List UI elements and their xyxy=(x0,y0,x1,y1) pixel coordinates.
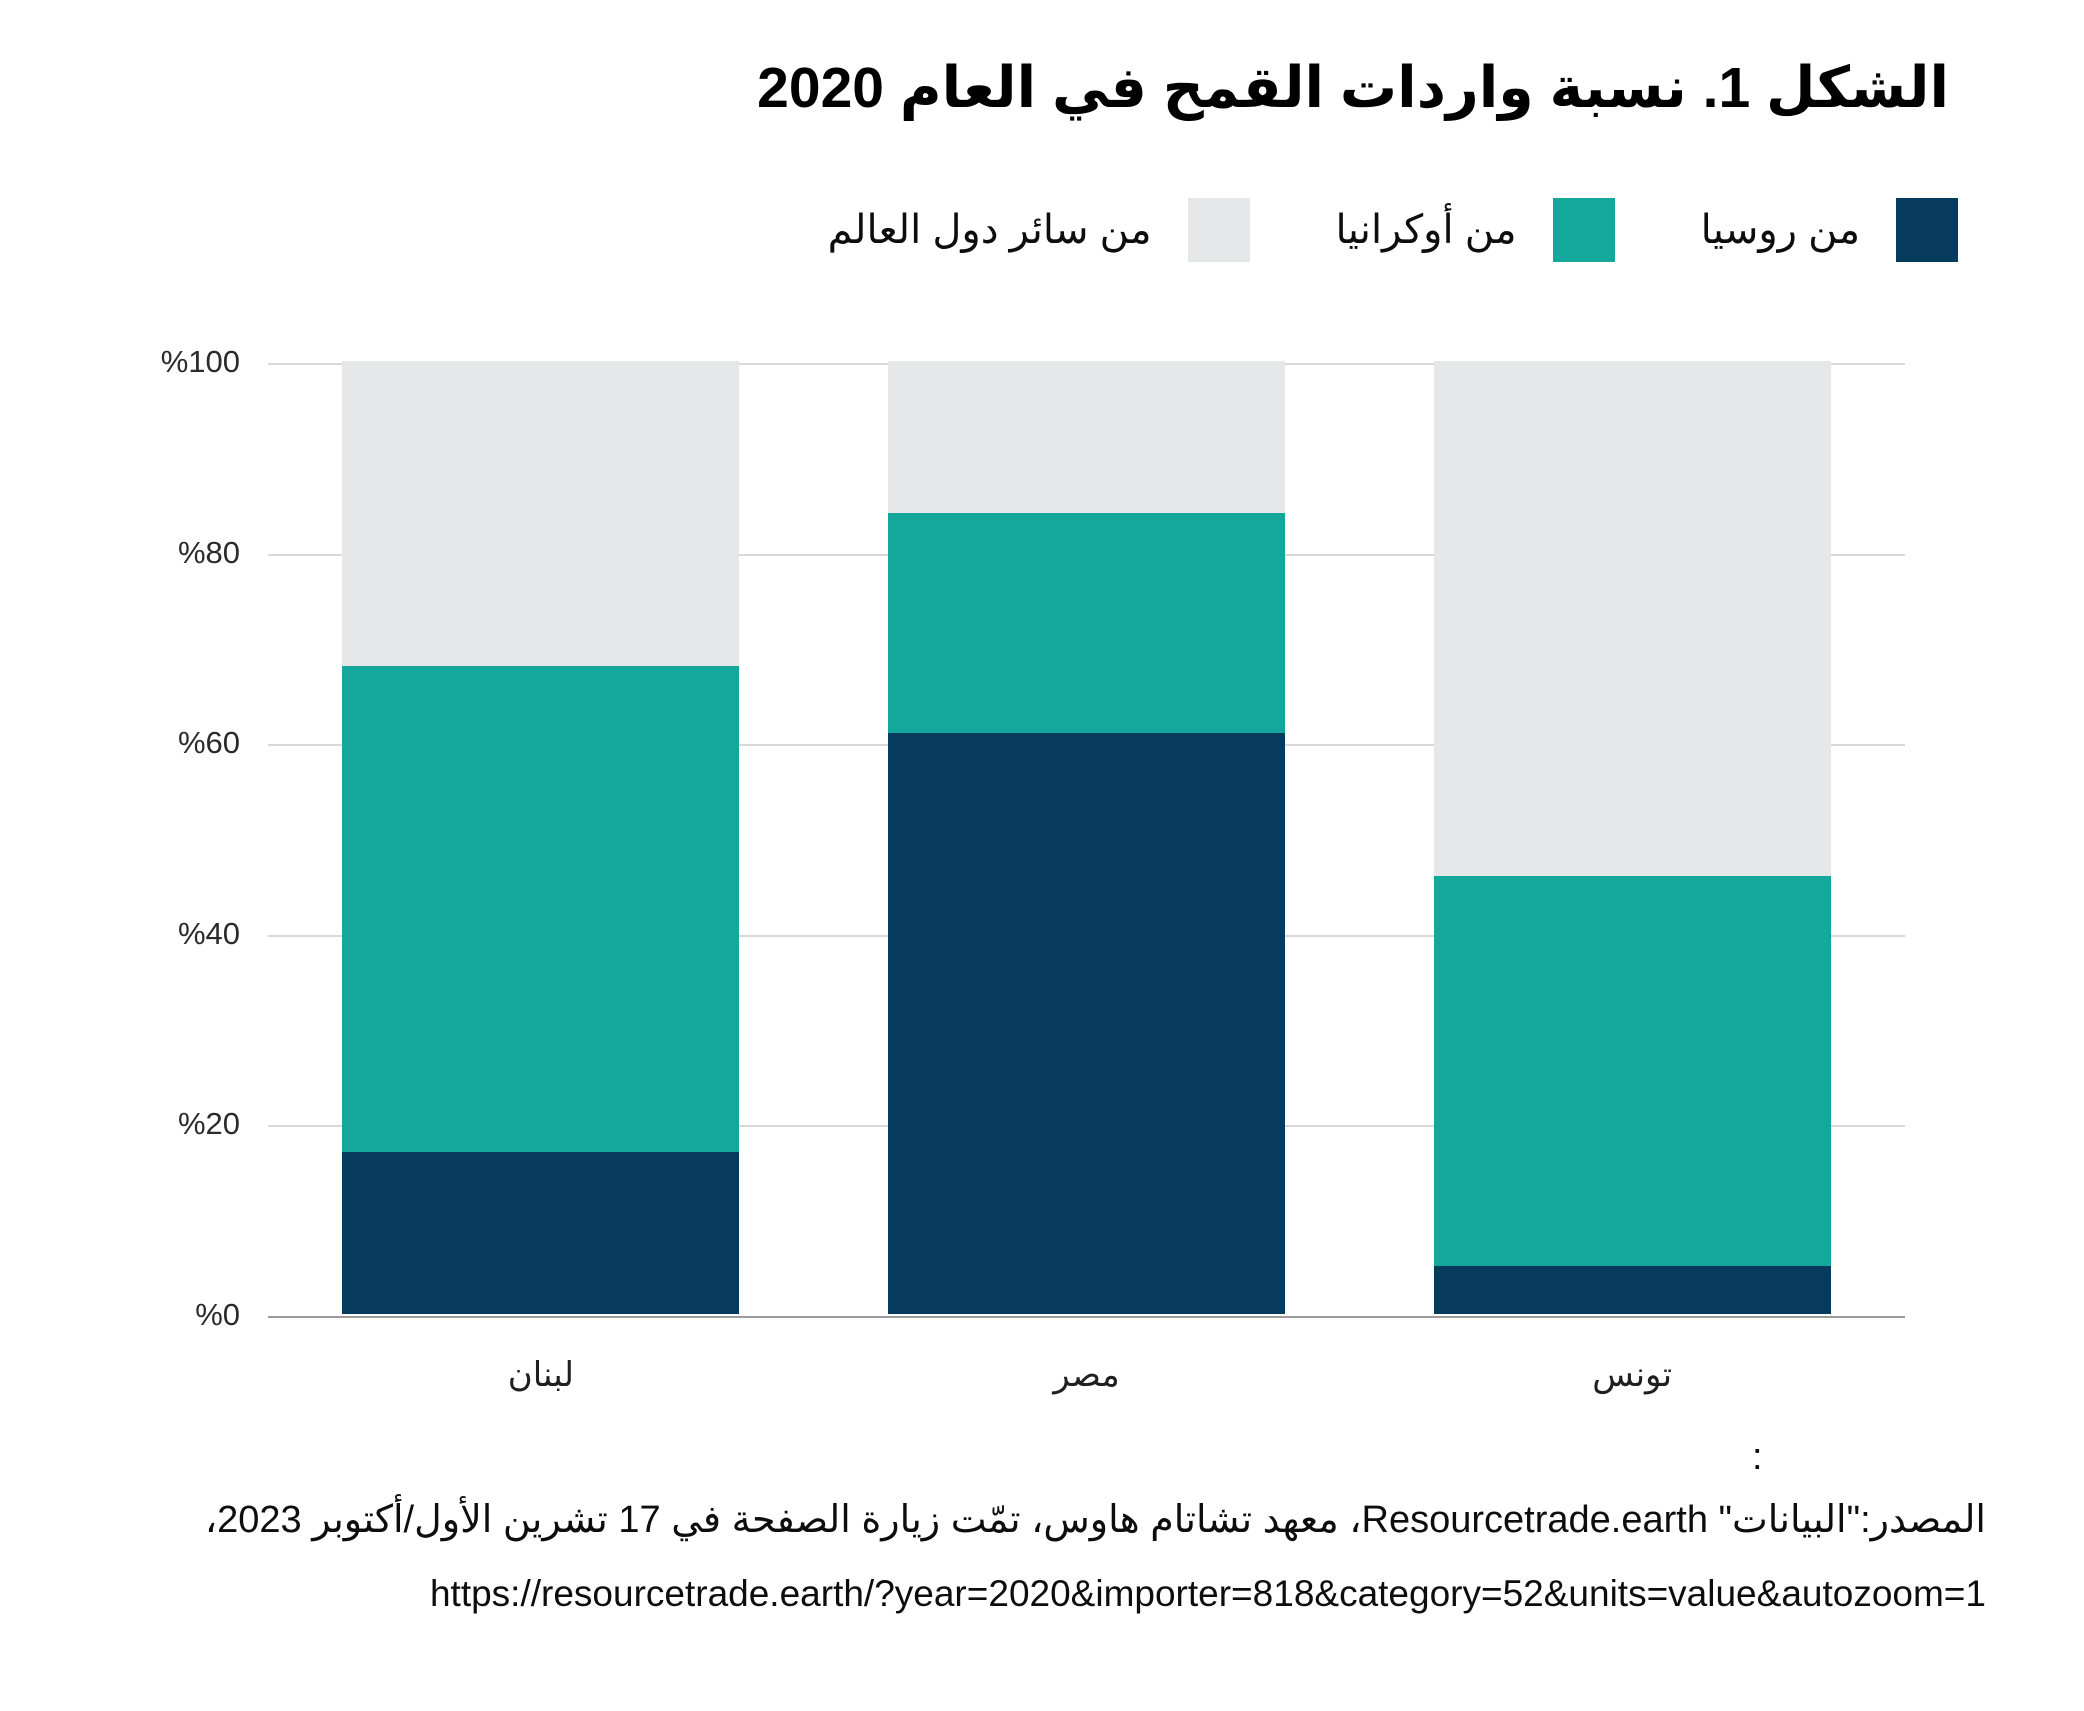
x-axis-label-2: مصر xyxy=(1053,1356,1120,1394)
chart-title: الشكل 1. نسبة واردات القمح في العام 2020 xyxy=(757,56,1949,120)
y-tick-label: %0 xyxy=(195,1297,240,1332)
legend-item: من أوكرانيا xyxy=(1336,198,1615,262)
legend-label: من سائر دول العالم xyxy=(827,208,1152,252)
bar-segment xyxy=(888,361,1285,514)
stray-colon: : xyxy=(1752,1436,1763,1478)
bar-segment xyxy=(1434,875,1831,1267)
legend-swatch-icon xyxy=(1896,198,1958,262)
legend-swatch-icon xyxy=(1552,198,1615,262)
legend-label: من أوكرانيا xyxy=(1335,208,1517,252)
bar-2 xyxy=(888,361,1285,1314)
bar-segment xyxy=(888,513,1285,733)
source-text: المصدر:"البيانات" Resourcetrade.earth، م… xyxy=(204,1499,1986,1541)
y-tick-label: %20 xyxy=(177,1106,240,1142)
bar-1 xyxy=(342,361,739,1314)
bar-segment xyxy=(342,1152,739,1314)
bar-segment xyxy=(1434,1266,1831,1314)
plot-area xyxy=(268,361,1905,1318)
y-tick-label: %40 xyxy=(177,915,240,951)
bar-segment xyxy=(1434,361,1831,876)
source-note: المصدر:"البيانات" Resourcetrade.earth، م… xyxy=(80,1482,1986,1630)
y-tick-label: %60 xyxy=(177,725,240,761)
x-axis-label-1: لبنان xyxy=(507,1356,574,1394)
source-url: https://resourcetrade.earth/?year=2020&i… xyxy=(429,1573,1986,1614)
bar-segment xyxy=(342,361,739,666)
legend-item: من سائر دول العالم xyxy=(828,198,1250,262)
bar-segment xyxy=(888,732,1285,1314)
bar-segment xyxy=(342,665,739,1152)
gridline-0 xyxy=(268,1316,1905,1318)
y-tick-label: %80 xyxy=(177,534,240,570)
legend-label: من روسيا xyxy=(1700,208,1860,252)
legend-swatch-icon xyxy=(1187,198,1250,262)
legend-item: من روسيا xyxy=(1701,198,1958,262)
y-tick-label: %100 xyxy=(160,344,240,379)
bar-3 xyxy=(1434,361,1831,1314)
chart-legend: من روسيا من أوكرانيا من سائر دول العالم xyxy=(828,198,1958,262)
x-axis-label-3: تونس xyxy=(1592,1356,1673,1394)
